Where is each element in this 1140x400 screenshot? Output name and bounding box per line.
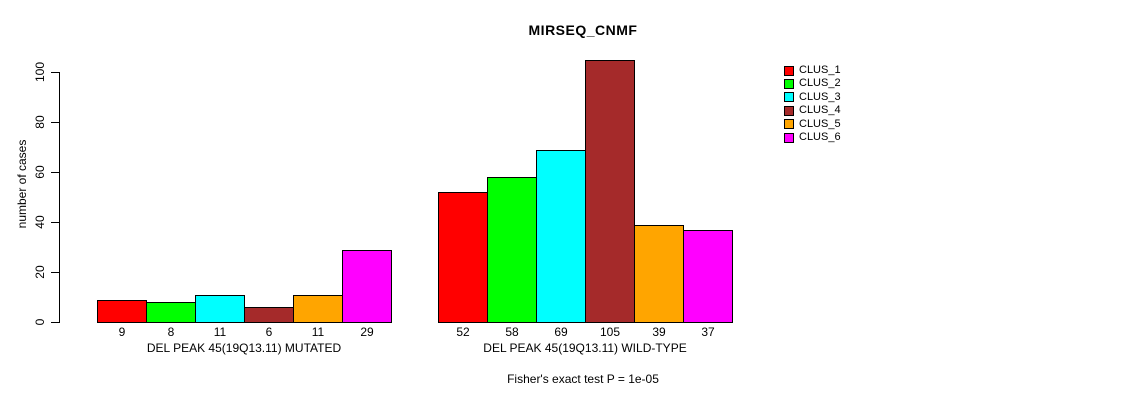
legend-item: CLUS_2 <box>784 77 841 90</box>
bar-clus_1 <box>97 299 147 323</box>
bar-value-label: 6 <box>265 325 273 339</box>
bar-value-label: 29 <box>360 325 374 339</box>
bar-value-label: 105 <box>599 325 621 339</box>
legend-item: CLUS_1 <box>784 64 841 77</box>
legend-item: CLUS_5 <box>784 118 841 131</box>
legend-swatch <box>784 65 794 76</box>
y-tick-mark <box>51 72 59 73</box>
y-tick-label: 20 <box>33 265 47 279</box>
legend-label: CLUS_5 <box>799 117 841 130</box>
group-label: DEL PEAK 45(19Q13.11) MUTATED <box>146 341 342 355</box>
legend-item: CLUS_3 <box>784 91 841 104</box>
bar-value-label: 39 <box>652 325 666 339</box>
bar-value-label: 58 <box>505 325 519 339</box>
bar-value-label: 37 <box>701 325 715 339</box>
bar-clus_6 <box>342 249 392 323</box>
bar-clus_4 <box>244 307 294 323</box>
legend-swatch <box>784 119 794 130</box>
bar-clus_3 <box>536 149 586 323</box>
y-axis-line <box>59 72 60 323</box>
y-tick-mark <box>51 172 59 173</box>
y-tick-label: 100 <box>33 61 47 83</box>
bar-value-label: 52 <box>456 325 470 339</box>
legend-swatch <box>784 78 794 89</box>
bar-clus_2 <box>487 177 537 323</box>
annotation-text: Fisher's exact test P = 1e-05 <box>507 372 659 386</box>
bar-clus_3 <box>195 294 245 323</box>
bar-clus_2 <box>146 302 196 323</box>
bar-clus_4 <box>585 59 635 323</box>
y-tick-mark <box>51 222 59 223</box>
y-axis-label: number of cases <box>15 139 29 229</box>
y-tick-label: 60 <box>33 165 47 179</box>
bar-clus_6 <box>683 229 733 323</box>
legend-item: CLUS_6 <box>784 131 841 144</box>
legend-swatch <box>784 132 794 143</box>
bar-value-label: 8 <box>167 325 175 339</box>
legend-label: CLUS_6 <box>799 131 841 143</box>
legend-item: CLUS_4 <box>784 104 841 117</box>
legend-swatch <box>784 105 794 116</box>
bar-clus_1 <box>438 192 488 323</box>
legend-label: CLUS_3 <box>799 90 841 103</box>
legend-swatch <box>784 92 794 103</box>
legend-label: CLUS_2 <box>799 77 841 90</box>
bar-value-label: 11 <box>311 325 325 339</box>
bar-value-label: 9 <box>118 325 126 339</box>
legend-label: CLUS_4 <box>799 104 841 117</box>
legend-label: CLUS_1 <box>799 64 841 76</box>
y-tick-label: 40 <box>33 215 47 229</box>
group-label: DEL PEAK 45(19Q13.11) WILD-TYPE <box>483 341 687 355</box>
bar-value-label: 11 <box>213 325 227 339</box>
y-tick-label: 80 <box>33 115 47 129</box>
bar-value-label: 69 <box>554 325 568 339</box>
y-tick-mark <box>51 122 59 123</box>
bar-clus_5 <box>293 294 343 323</box>
y-tick-mark <box>51 322 59 323</box>
y-tick-label: 0 <box>33 318 47 326</box>
y-tick-mark <box>51 272 59 273</box>
chart-title: MIRSEQ_CNMF <box>528 22 638 38</box>
bar-clus_5 <box>634 224 684 323</box>
